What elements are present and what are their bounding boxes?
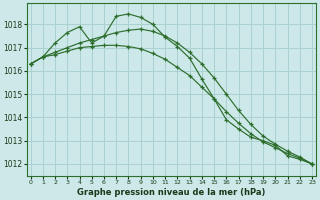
X-axis label: Graphe pression niveau de la mer (hPa): Graphe pression niveau de la mer (hPa) [77,188,266,197]
